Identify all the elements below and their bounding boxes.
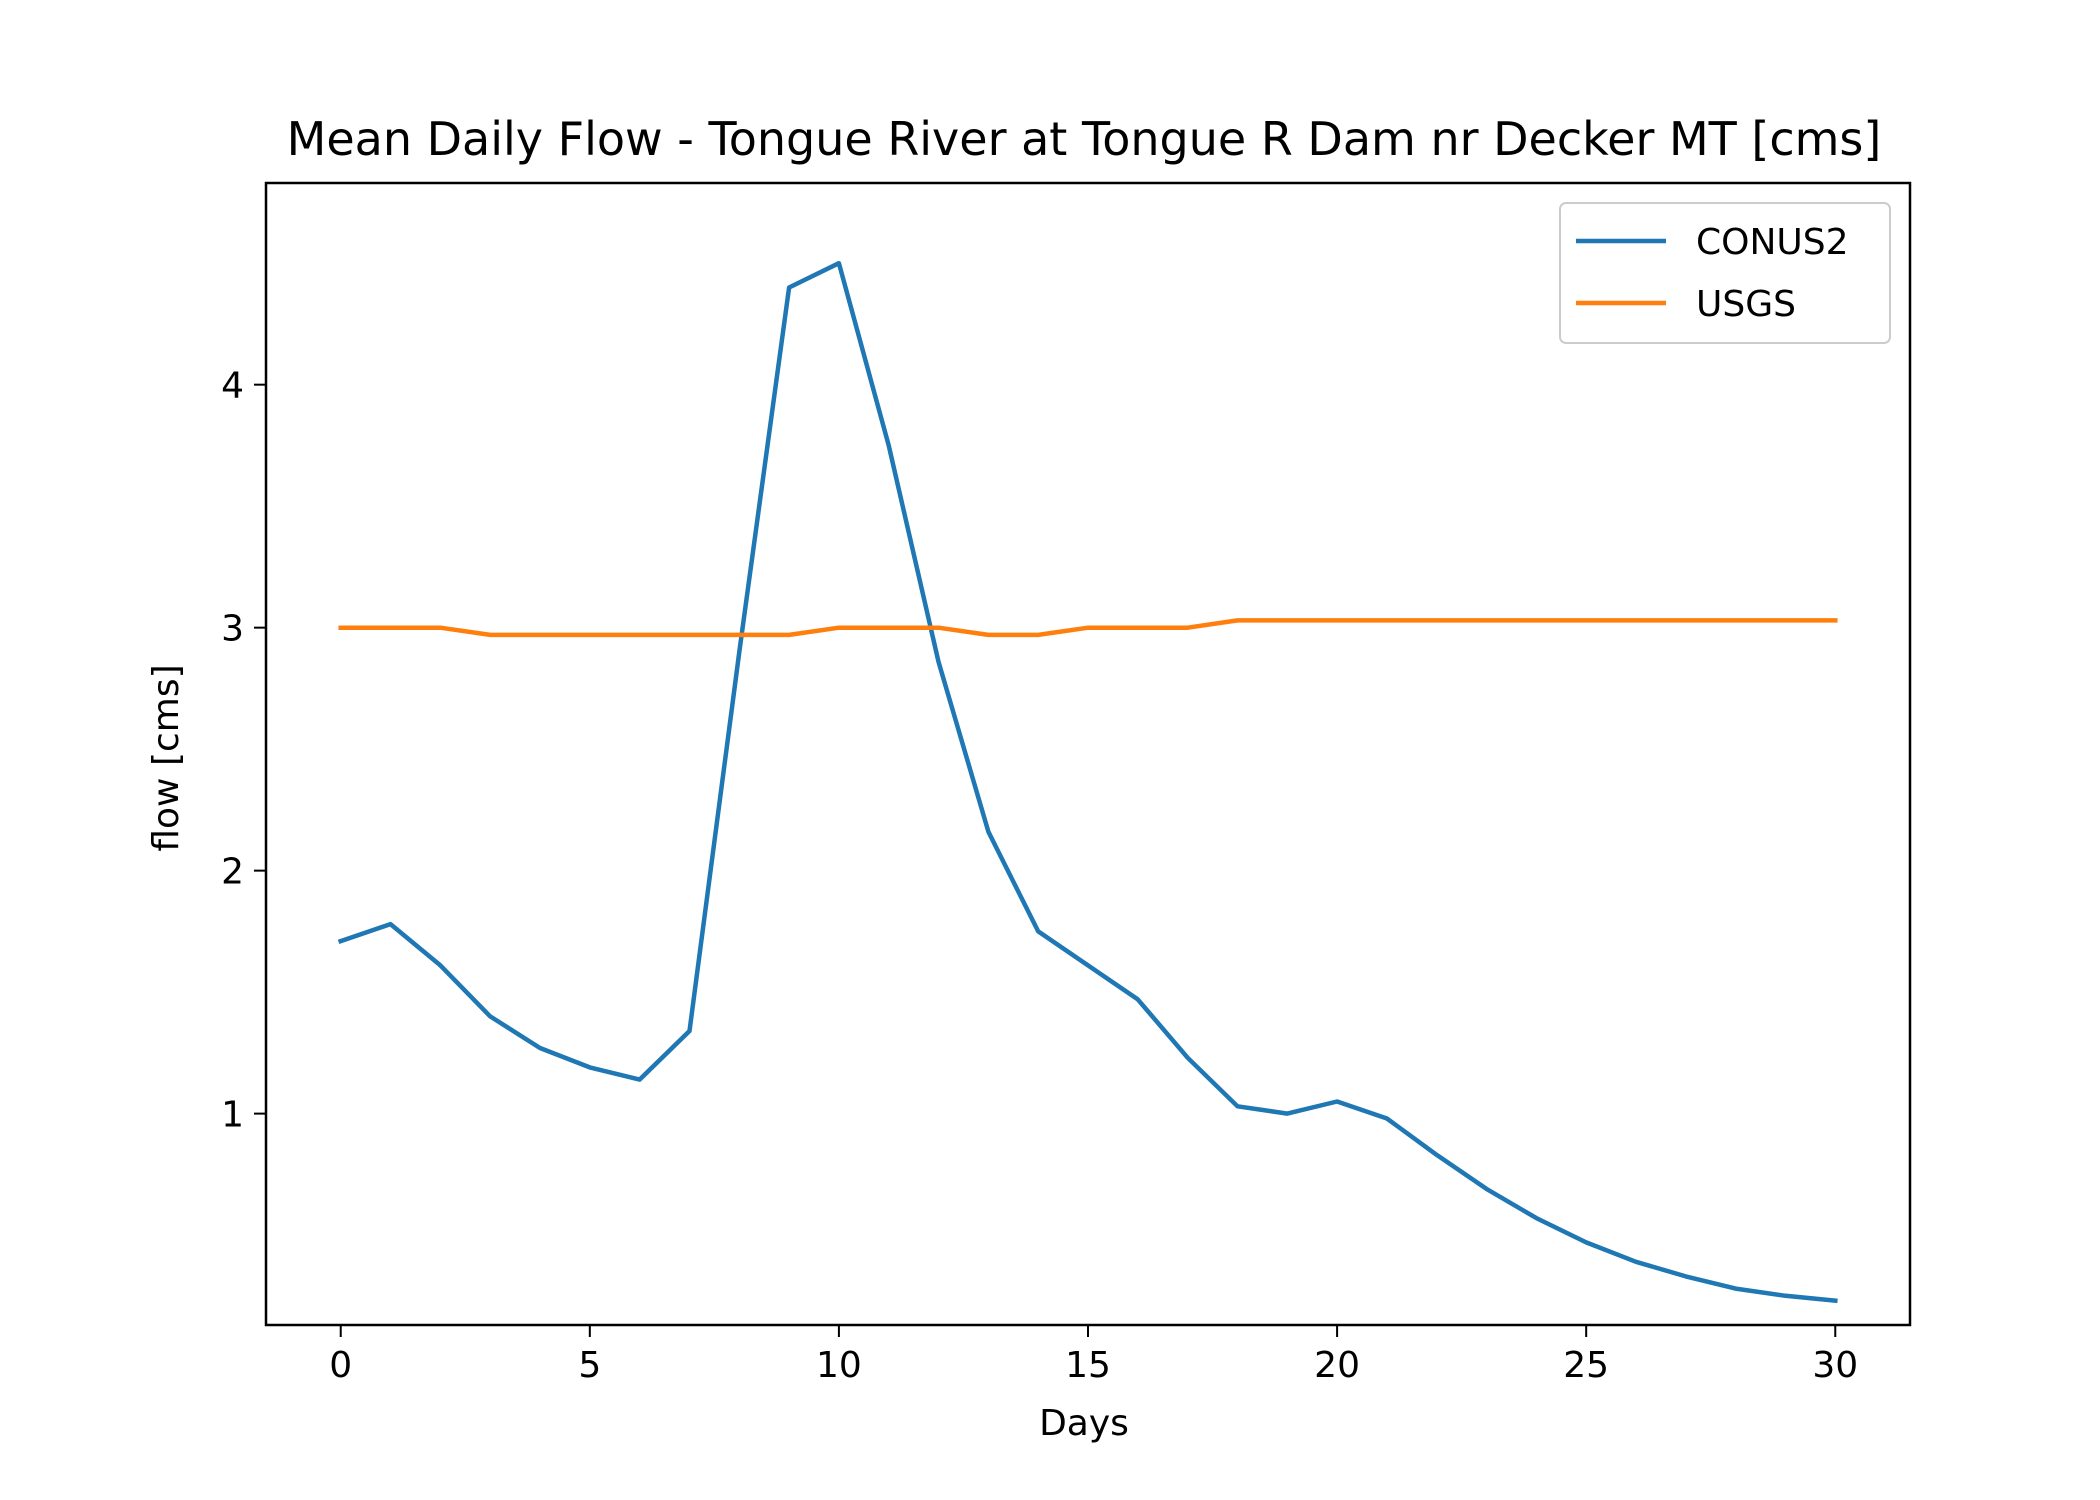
y-tick-label: 1 xyxy=(221,1095,244,1136)
y-tick-label: 4 xyxy=(221,366,244,407)
x-tick-label: 15 xyxy=(1065,1345,1111,1386)
x-tick-label: 25 xyxy=(1563,1345,1609,1386)
legend-box xyxy=(1559,202,1891,344)
legend-label-usgs: USGS xyxy=(1696,284,1796,325)
x-axis-label: Days xyxy=(1039,1403,1129,1444)
series-line-conus2 xyxy=(337,260,1838,1304)
legend-label-conus2: CONUS2 xyxy=(1696,222,1849,263)
y-tick-label: 2 xyxy=(221,852,244,893)
x-tick-label: 20 xyxy=(1314,1345,1360,1386)
y-tick-label: 3 xyxy=(221,609,244,650)
plot-layer xyxy=(337,260,1838,1304)
axes-layer: 0 5 10 15 20 25 30 1 2 3 4 xyxy=(221,181,1912,1386)
x-tick-label: 0 xyxy=(329,1345,352,1386)
x-tick-label: 5 xyxy=(578,1345,601,1386)
x-tick-label: 30 xyxy=(1812,1345,1858,1386)
legend: CONUS2 USGS xyxy=(1559,202,1891,344)
x-tick-label: 10 xyxy=(816,1345,862,1386)
chart-title: Mean Daily Flow - Tongue River at Tongue… xyxy=(287,112,1882,166)
series-line-usgs xyxy=(338,618,1838,638)
y-axis-label: flow [cms] xyxy=(146,664,187,851)
